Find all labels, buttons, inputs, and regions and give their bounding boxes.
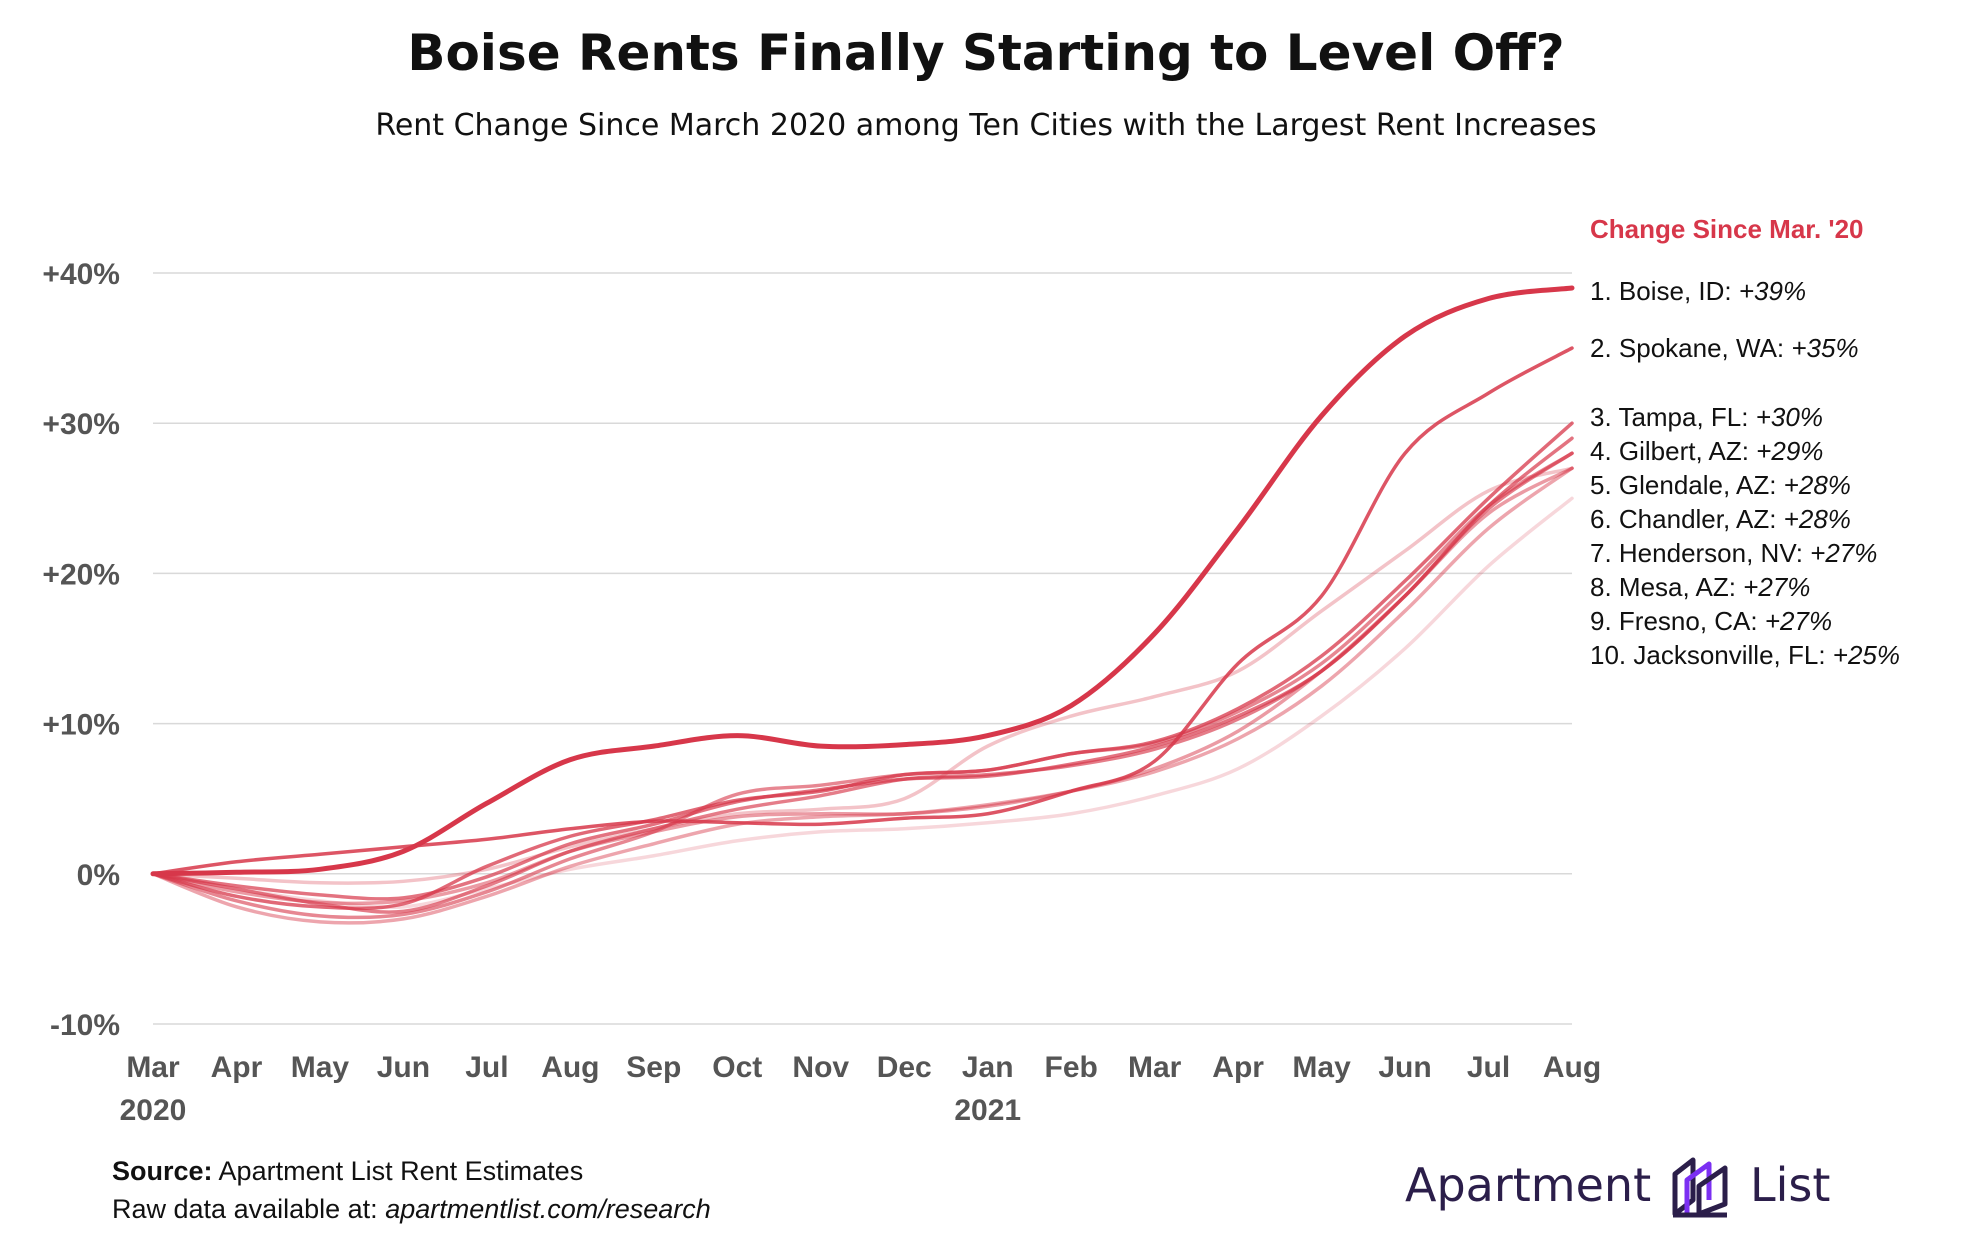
legend-city: 2. Spokane, WA:: [1590, 333, 1791, 363]
y-tick-label: -10%: [50, 1009, 120, 1042]
x-tick-label: May: [1292, 1051, 1351, 1084]
x-tick-label: Jun: [377, 1051, 430, 1084]
x-tick-label: Mar: [126, 1051, 180, 1084]
legend-city: 1. Boise, ID:: [1590, 276, 1739, 306]
x-tick-label: Mar: [1128, 1051, 1182, 1084]
series-line-chandler-az: [151, 451, 1574, 920]
y-tick-label: 0%: [77, 859, 120, 892]
legend-value: +30%: [1756, 402, 1823, 432]
x-tick-label: Jan: [962, 1051, 1014, 1084]
series-line-jacksonville-fl: [151, 496, 1574, 910]
y-tick-label: +30%: [42, 408, 120, 441]
legend-entry: 6. Chandler, AZ: +28%: [1590, 504, 1851, 534]
x-tick-label: May: [291, 1051, 350, 1084]
legend-title: Change Since Mar. '20: [1590, 214, 1864, 244]
chart-title: Boise Rents Finally Starting to Level Of…: [407, 24, 1565, 82]
legend-entry: 9. Fresno, CA: +27%: [1590, 606, 1832, 636]
x-tick-label: Jul: [465, 1051, 508, 1084]
series-line-glendale-az: [151, 451, 1574, 914]
x-tick-label: Jul: [1467, 1051, 1510, 1084]
x-tick-label: Jun: [1378, 1051, 1431, 1084]
legend-value: +29%: [1756, 436, 1823, 466]
y-tick-label: +10%: [42, 709, 120, 742]
legend-entry: 5. Glendale, AZ: +28%: [1590, 470, 1851, 500]
legend-city: 5. Glendale, AZ:: [1590, 470, 1784, 500]
series-line-spokane-wa: [151, 346, 1574, 876]
logo-word-list: List: [1750, 1158, 1831, 1212]
legend-value: +28%: [1784, 470, 1851, 500]
legend-value: +28%: [1784, 504, 1851, 534]
logo-word-apartment: Apartment: [1405, 1158, 1652, 1212]
legend-value: +27%: [1765, 606, 1832, 636]
series-line-mesa-az: [151, 466, 1574, 925]
legend-entry: 7. Henderson, NV: +27%: [1590, 538, 1877, 568]
legend-entry: 4. Gilbert, AZ: +29%: [1590, 436, 1823, 466]
legend-value: +27%: [1743, 572, 1810, 602]
legend-entry: 2. Spokane, WA: +35%: [1590, 333, 1859, 363]
legend-city: 6. Chandler, AZ:: [1590, 504, 1784, 534]
x-tick-label: Aug: [1543, 1051, 1601, 1084]
legend-entry: 1. Boise, ID: +39%: [1590, 276, 1806, 306]
y-tick-label: +20%: [42, 558, 120, 591]
series-line-boise-id: [150, 285, 1575, 877]
y-tick-label: +40%: [42, 258, 120, 291]
apartment-list-logo: Apartment List: [1405, 1150, 1865, 1220]
x-tick-label: Oct: [712, 1051, 762, 1084]
x-tick-label: Nov: [792, 1051, 849, 1084]
legend-entry: 8. Mesa, AZ: +27%: [1590, 572, 1810, 602]
raw-data-link[interactable]: apartmentlist.com/research: [385, 1194, 711, 1224]
source-text: Apartment List Rent Estimates: [218, 1156, 584, 1186]
legend-value: +25%: [1833, 640, 1900, 670]
legend-value: +35%: [1791, 333, 1858, 363]
x-tick-label: Feb: [1045, 1051, 1098, 1084]
legend-city: 4. Gilbert, AZ:: [1590, 436, 1756, 466]
raw-data-label: Raw data available at:: [112, 1194, 378, 1224]
source-note: Source: Apartment List Rent Estimates Ra…: [112, 1152, 711, 1228]
series-line-fresno-ca: [151, 466, 1574, 885]
x-tick-label: Apr: [211, 1051, 263, 1084]
legend-city: 8. Mesa, AZ:: [1590, 572, 1743, 602]
source-label: Source:: [112, 1156, 213, 1186]
x-tick-label: Sep: [626, 1051, 681, 1084]
x-tick-label: Apr: [1212, 1051, 1264, 1084]
legend-city: 3. Tampa, FL:: [1590, 402, 1756, 432]
legend-entry: 10. Jacksonville, FL: +25%: [1590, 640, 1900, 670]
legend-value: +39%: [1739, 276, 1806, 306]
legend-value: +27%: [1810, 538, 1877, 568]
x-year-label: 2021: [954, 1094, 1021, 1127]
legend-city: 9. Fresno, CA:: [1590, 606, 1765, 636]
legend-entry: 3. Tampa, FL: +30%: [1590, 402, 1823, 432]
series-line-tampa-fl: [151, 421, 1574, 911]
building-icon: [1672, 1157, 1728, 1218]
x-year-label: 2020: [120, 1094, 187, 1127]
chart-subtitle: Rent Change Since March 2020 among Ten C…: [375, 108, 1597, 143]
legend-city: 10. Jacksonville, FL:: [1590, 640, 1833, 670]
x-tick-label: Aug: [541, 1051, 599, 1084]
series-line-gilbert-az: [151, 436, 1574, 901]
legend-city: 7. Henderson, NV:: [1590, 538, 1810, 568]
x-tick-label: Dec: [877, 1051, 932, 1084]
